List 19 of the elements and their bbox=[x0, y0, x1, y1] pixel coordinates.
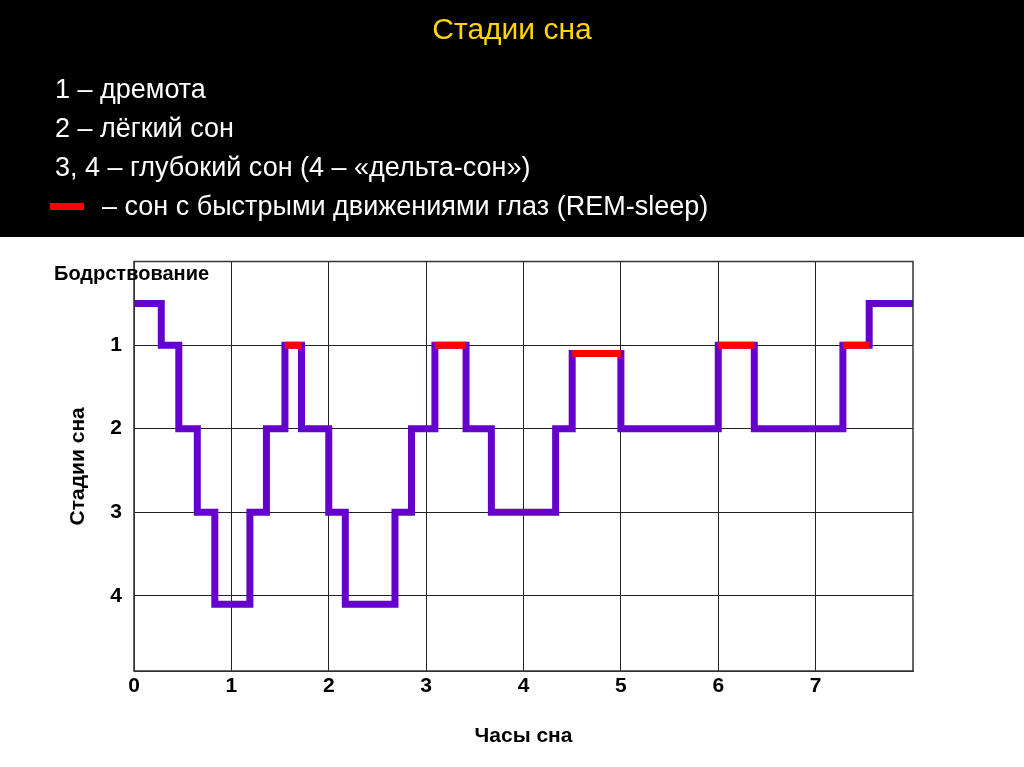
x-axis-title: Часы сна bbox=[474, 723, 573, 747]
text: 3, 4 – глубокий сон (4 – «дельта-сон») bbox=[55, 151, 532, 184]
x-tick-label: 5 bbox=[615, 673, 628, 697]
x-tick-label: 7 bbox=[809, 673, 822, 697]
y-tick-label: 3 bbox=[110, 499, 122, 523]
x-tick-label: 1 bbox=[225, 673, 238, 697]
text: 1 – дремота bbox=[55, 73, 207, 106]
chart-title: Стадии сна bbox=[431, 12, 593, 46]
y-tick-label: 1 bbox=[110, 331, 123, 355]
x-tick-label: 2 bbox=[322, 673, 335, 697]
x-tick-label: 0 bbox=[128, 673, 140, 697]
x-tick-label: 3 bbox=[420, 673, 432, 697]
x-tick-label: 6 bbox=[712, 673, 725, 697]
x-tick-label: 4 bbox=[517, 673, 530, 697]
y-tick-label: 4 bbox=[110, 582, 123, 606]
legend-label: – сон с быстрыми движениями глаз (REM-sleep) bbox=[102, 190, 709, 223]
y-axis-title: Стадии сна bbox=[65, 406, 89, 526]
text: 2 – лёгкий сон bbox=[55, 112, 235, 145]
y-tick-label: 2 bbox=[110, 415, 122, 439]
